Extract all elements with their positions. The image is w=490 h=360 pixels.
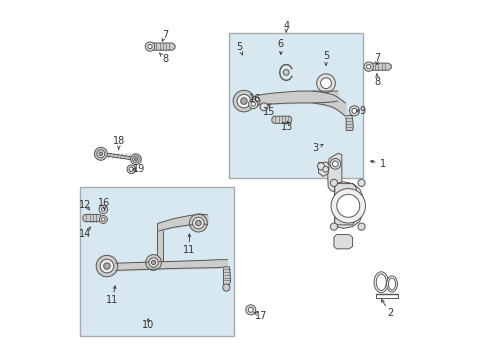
Circle shape: [364, 62, 373, 71]
Circle shape: [190, 214, 207, 232]
Circle shape: [233, 90, 255, 112]
Text: 14: 14: [79, 229, 92, 239]
Polygon shape: [157, 223, 163, 269]
Text: 5: 5: [323, 51, 329, 61]
Text: 13: 13: [281, 122, 294, 132]
Polygon shape: [272, 116, 292, 123]
Text: 4: 4: [283, 21, 289, 31]
Text: 19: 19: [133, 164, 146, 174]
Circle shape: [133, 156, 139, 162]
Polygon shape: [223, 267, 231, 285]
Text: 15: 15: [263, 107, 275, 117]
Polygon shape: [151, 43, 175, 50]
Text: 6: 6: [278, 39, 284, 49]
Text: 18: 18: [113, 136, 125, 146]
Text: 1: 1: [380, 159, 386, 169]
Text: 3: 3: [312, 143, 318, 153]
Circle shape: [99, 152, 102, 156]
Circle shape: [330, 223, 338, 230]
Circle shape: [135, 158, 137, 161]
Circle shape: [283, 69, 289, 75]
Circle shape: [129, 167, 133, 171]
Circle shape: [151, 260, 156, 265]
Polygon shape: [370, 63, 392, 70]
Circle shape: [248, 99, 258, 109]
Circle shape: [96, 255, 118, 277]
Circle shape: [223, 284, 230, 291]
Ellipse shape: [389, 278, 395, 290]
Circle shape: [260, 103, 268, 111]
Circle shape: [251, 102, 255, 106]
Bar: [80, 187, 234, 336]
Circle shape: [196, 220, 201, 226]
Circle shape: [358, 223, 365, 230]
Circle shape: [367, 64, 371, 69]
Circle shape: [317, 74, 335, 93]
Text: 5: 5: [236, 42, 243, 52]
Circle shape: [241, 98, 247, 104]
Circle shape: [318, 163, 324, 170]
Circle shape: [333, 161, 338, 167]
Circle shape: [320, 78, 331, 89]
Circle shape: [95, 147, 107, 160]
Circle shape: [99, 205, 108, 214]
Circle shape: [248, 307, 253, 312]
Circle shape: [251, 97, 260, 105]
Circle shape: [100, 259, 114, 273]
Circle shape: [358, 179, 365, 186]
Circle shape: [193, 217, 204, 229]
Text: 8: 8: [162, 54, 169, 64]
Circle shape: [131, 154, 141, 165]
Text: 11: 11: [106, 295, 119, 305]
Circle shape: [146, 42, 155, 51]
Text: 16: 16: [249, 94, 261, 104]
Text: 9: 9: [360, 106, 366, 116]
Text: 11: 11: [183, 245, 196, 255]
Text: 7: 7: [374, 53, 380, 63]
Ellipse shape: [374, 272, 389, 293]
Polygon shape: [83, 215, 101, 222]
Bar: [229, 33, 364, 178]
Text: 2: 2: [387, 308, 393, 318]
Circle shape: [146, 255, 161, 270]
Polygon shape: [335, 182, 363, 228]
Polygon shape: [334, 234, 353, 249]
Polygon shape: [101, 152, 136, 160]
Text: 12: 12: [79, 200, 92, 210]
Text: 10: 10: [142, 320, 154, 330]
Circle shape: [237, 94, 251, 108]
Circle shape: [330, 179, 338, 186]
Circle shape: [101, 208, 105, 211]
Circle shape: [330, 158, 341, 169]
Circle shape: [349, 106, 359, 116]
Circle shape: [127, 165, 136, 174]
Circle shape: [97, 150, 105, 158]
Polygon shape: [346, 116, 353, 131]
Circle shape: [337, 194, 360, 217]
Circle shape: [104, 263, 110, 269]
Circle shape: [323, 166, 329, 172]
Polygon shape: [327, 153, 342, 193]
Ellipse shape: [376, 274, 386, 291]
Text: 17: 17: [255, 311, 268, 321]
Circle shape: [331, 189, 366, 223]
Polygon shape: [318, 162, 329, 176]
Circle shape: [245, 305, 256, 315]
Text: 7: 7: [162, 30, 169, 40]
Circle shape: [148, 44, 152, 49]
Circle shape: [352, 108, 357, 113]
Text: 8: 8: [374, 77, 380, 87]
Ellipse shape: [387, 276, 397, 292]
Circle shape: [99, 216, 107, 224]
Text: 16: 16: [98, 198, 111, 208]
Circle shape: [149, 258, 158, 267]
Circle shape: [101, 218, 105, 221]
